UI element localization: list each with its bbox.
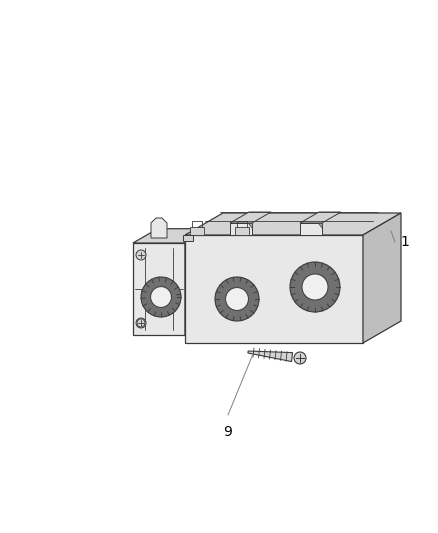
Polygon shape: [230, 212, 271, 223]
Polygon shape: [133, 229, 210, 243]
Circle shape: [136, 318, 146, 328]
Polygon shape: [235, 227, 249, 235]
Circle shape: [141, 277, 181, 317]
Polygon shape: [183, 235, 193, 241]
Polygon shape: [185, 235, 363, 343]
Circle shape: [302, 274, 328, 300]
Polygon shape: [318, 223, 322, 228]
Circle shape: [226, 288, 248, 310]
Polygon shape: [133, 243, 185, 335]
Circle shape: [215, 277, 259, 321]
Polygon shape: [185, 213, 401, 235]
Polygon shape: [300, 212, 341, 223]
Polygon shape: [190, 227, 204, 235]
Polygon shape: [230, 223, 252, 235]
Circle shape: [290, 262, 340, 312]
Circle shape: [151, 287, 171, 308]
Polygon shape: [300, 223, 322, 235]
Polygon shape: [248, 223, 252, 228]
Polygon shape: [185, 229, 210, 335]
Text: 1: 1: [400, 235, 409, 249]
Polygon shape: [248, 351, 293, 361]
Circle shape: [136, 250, 146, 260]
Circle shape: [294, 352, 306, 364]
Text: 9: 9: [223, 425, 233, 439]
Polygon shape: [151, 218, 167, 238]
Circle shape: [137, 319, 145, 327]
Polygon shape: [363, 213, 401, 343]
